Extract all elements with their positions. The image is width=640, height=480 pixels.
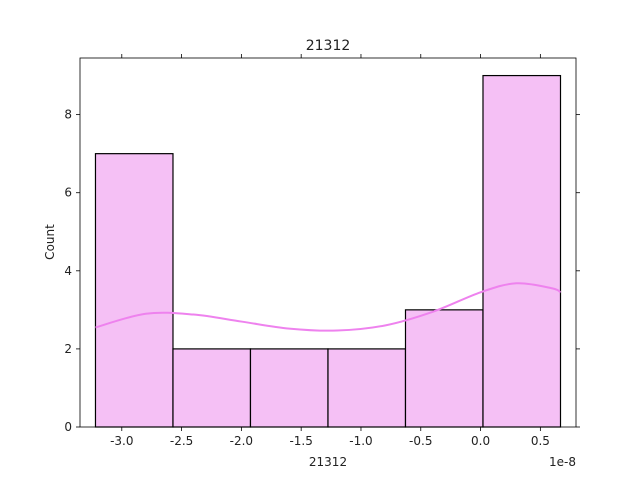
x-tick-label: -1.5: [289, 434, 312, 448]
histogram-bar-4: [327, 348, 407, 428]
x-axis-ticks: -3.0 -2.5 -2.0 -1.5 -1.0 -0.5 0.0 0.5: [110, 54, 550, 448]
histogram-bar-2: [172, 348, 252, 428]
x-axis-label: 21312: [309, 455, 347, 469]
histogram-bar-6: [482, 74, 562, 428]
y-axis-ticks: 0 2 4 6 8: [64, 108, 580, 434]
x-tick-label: -1.0: [349, 434, 372, 448]
kde-curve: [95, 282, 562, 332]
y-tick-label: 8: [64, 108, 72, 122]
x-tick-label: -0.5: [409, 434, 432, 448]
x-tick-label: -3.0: [110, 434, 133, 448]
histogram-bar-3: [249, 348, 329, 428]
y-tick-label: 0: [64, 420, 72, 434]
plot-frame: [79, 57, 577, 428]
x-tick-label: 0.5: [531, 434, 550, 448]
x-tick-label: 0.0: [471, 434, 490, 448]
x-tick-label: -2.5: [170, 434, 193, 448]
x-tick-label: -2.0: [230, 434, 253, 448]
chart-title: 21312: [306, 38, 351, 54]
y-tick-label: 4: [64, 264, 72, 278]
histogram-bar-1: [94, 153, 174, 428]
histogram-bars: [94, 74, 562, 428]
x-axis-offset-label: 1e-8: [549, 455, 576, 469]
y-axis-label: Count: [43, 224, 57, 260]
y-tick-label: 2: [64, 342, 72, 356]
histogram-bar-5: [404, 309, 484, 428]
y-tick-label: 6: [64, 186, 72, 200]
